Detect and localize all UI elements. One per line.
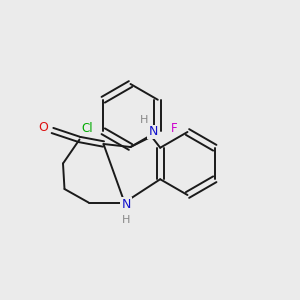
Text: H: H [140,115,148,125]
Text: H: H [122,215,130,225]
Text: O: O [39,121,48,134]
Text: F: F [171,122,178,135]
Text: N: N [121,197,131,211]
Text: N: N [148,125,158,139]
Text: Cl: Cl [81,122,92,135]
